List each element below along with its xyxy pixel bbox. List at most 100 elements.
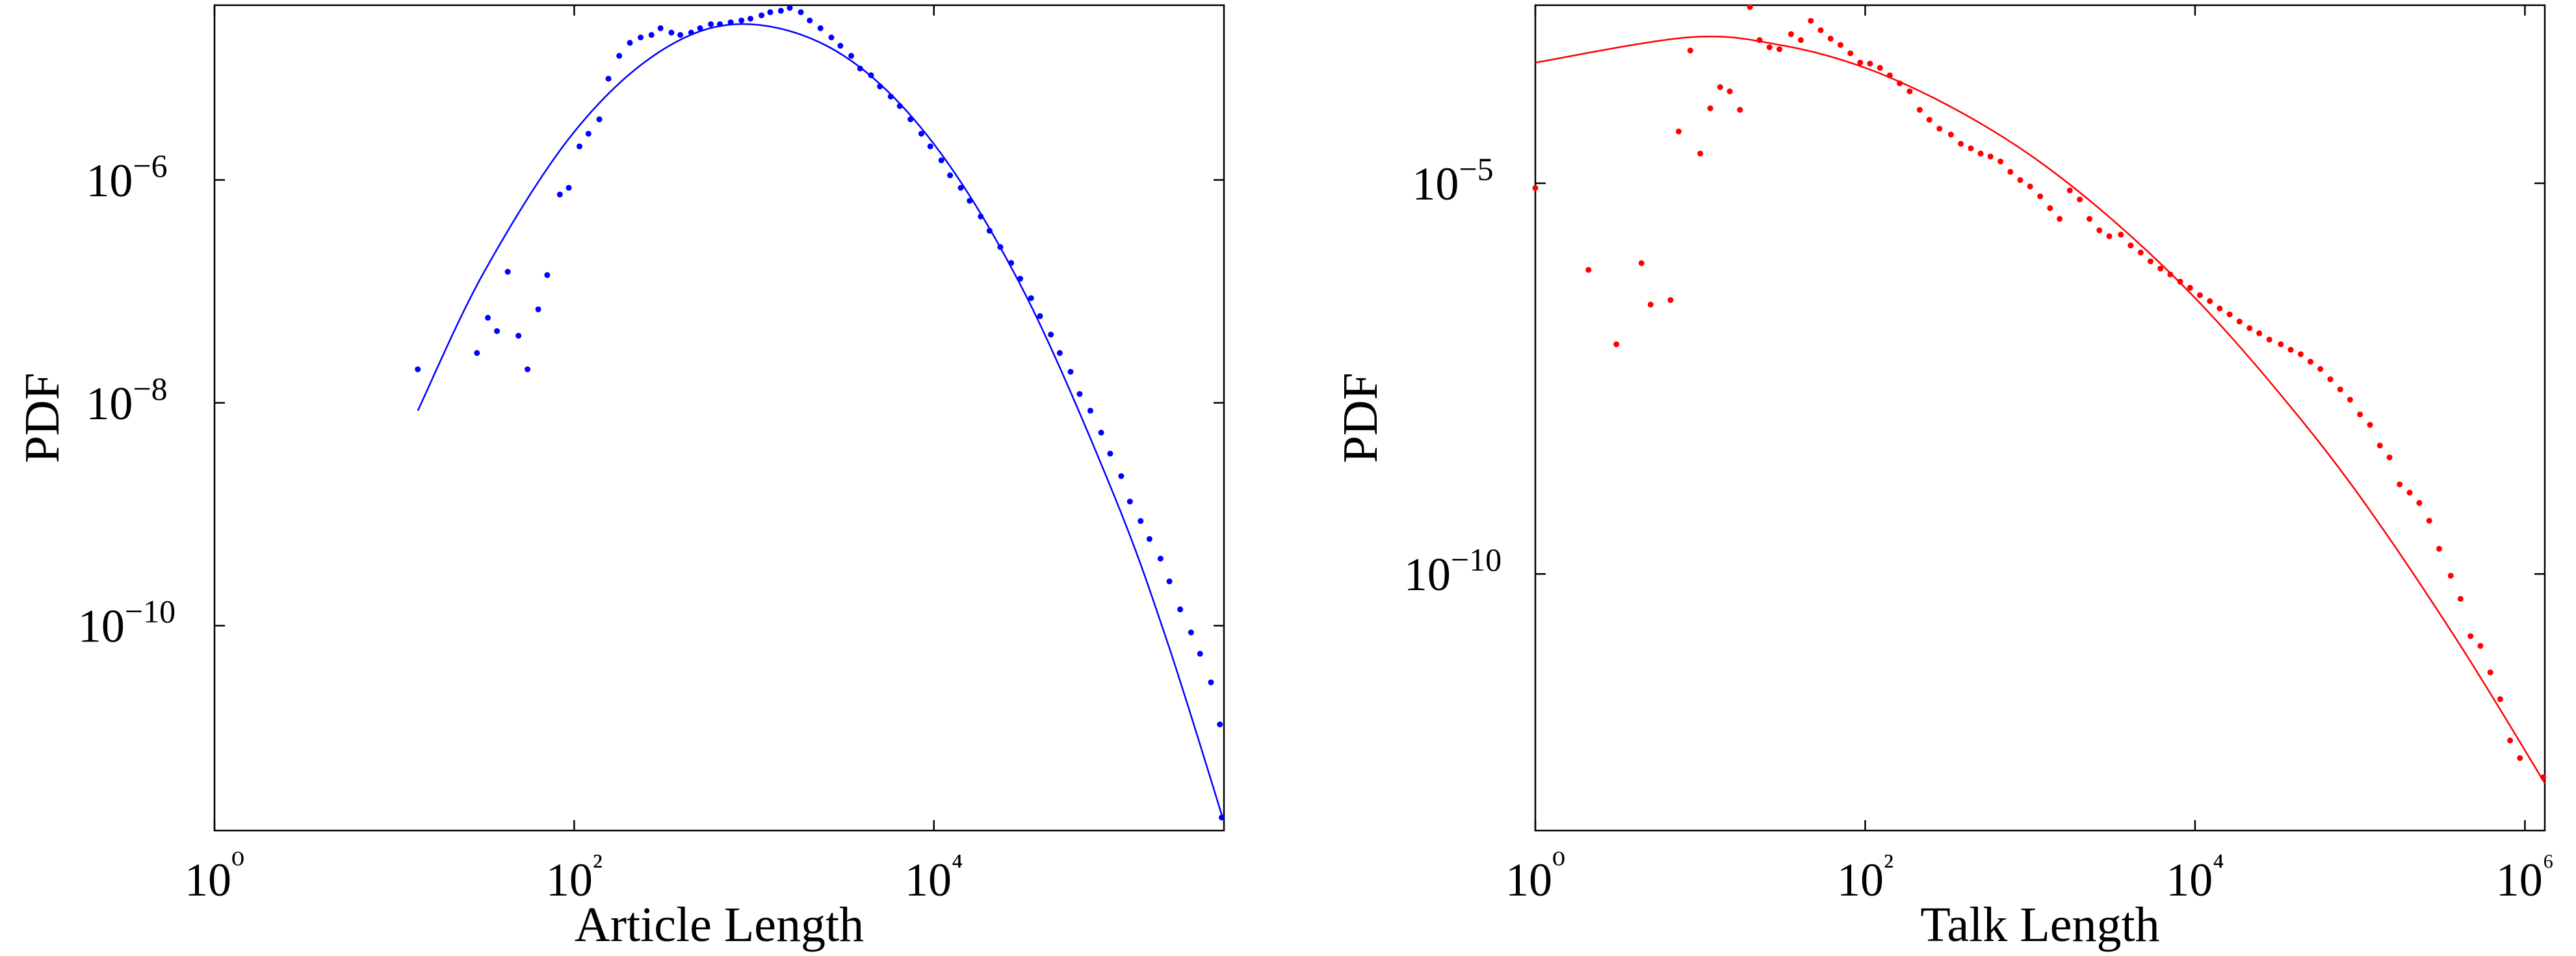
data-point xyxy=(1837,42,1843,48)
plot-area xyxy=(1534,4,2546,832)
data-point xyxy=(2207,298,2213,304)
data-point xyxy=(2157,265,2164,272)
x-tick-label: 10⁴ xyxy=(2166,847,2224,906)
data-point xyxy=(2507,737,2514,743)
data-point xyxy=(504,268,511,275)
y-tick-label: 10−6 xyxy=(86,148,167,207)
data-point xyxy=(585,131,592,137)
data-point xyxy=(627,40,633,46)
data-point xyxy=(1217,721,1223,728)
data-point xyxy=(2118,231,2124,238)
data-point xyxy=(2487,669,2493,676)
data-point xyxy=(738,17,745,23)
data-point xyxy=(777,8,784,14)
data-point xyxy=(1697,150,1704,157)
data-point xyxy=(2066,187,2073,194)
data-point xyxy=(1906,88,1913,95)
data-point xyxy=(2266,336,2272,342)
data-point xyxy=(648,32,655,38)
data-point xyxy=(2517,755,2523,761)
data-point xyxy=(2447,573,2454,579)
x-tick-label: 10⁰ xyxy=(185,847,244,906)
data-point xyxy=(474,350,480,356)
data-point xyxy=(657,25,664,31)
x-tick-label: 10⁶ xyxy=(2496,847,2554,906)
panel: 10⁰ 10² 10⁴ 10−10 10−8 10−6 Article Length PDF xyxy=(15,4,1225,952)
data-point xyxy=(566,185,572,191)
data-point xyxy=(1847,50,1854,57)
data-point xyxy=(759,12,765,19)
data-point xyxy=(1056,350,1063,356)
data-point xyxy=(1157,556,1164,562)
data-point xyxy=(2497,696,2503,703)
data-point xyxy=(807,17,813,23)
y-tick-label: 10−10 xyxy=(78,593,176,652)
data-point xyxy=(1788,31,1794,38)
data-point xyxy=(515,333,522,339)
data-point xyxy=(1717,84,1723,90)
data-point xyxy=(748,16,754,22)
data-point xyxy=(2256,330,2263,337)
data-point xyxy=(1817,27,1824,33)
data-point xyxy=(1638,260,1645,266)
data-point xyxy=(1076,391,1083,397)
data-point xyxy=(1737,107,1743,113)
data-point xyxy=(1048,331,1054,338)
data-point xyxy=(2376,443,2383,449)
data-point xyxy=(2047,205,2053,211)
data-point xyxy=(2087,216,2093,222)
fit-line xyxy=(1535,35,2546,784)
data-point xyxy=(2477,643,2484,649)
panel: 10⁰ 10² 10⁴ 10⁶ 10−10 10−5 Talk Length PDF xyxy=(1333,4,2554,952)
data-point xyxy=(2077,196,2083,203)
data-point xyxy=(2226,311,2233,318)
y-tick-label: 10−10 xyxy=(1404,541,1502,601)
x-tick-label: 10² xyxy=(1837,847,1893,906)
data-point xyxy=(2397,481,2403,487)
data-point xyxy=(1766,44,1773,51)
data-point xyxy=(1997,158,2004,164)
data-point xyxy=(1667,297,1674,304)
data-point xyxy=(2057,216,2063,222)
data-point xyxy=(1208,679,1214,686)
data-point xyxy=(1947,131,1954,138)
data-point xyxy=(1166,578,1173,585)
y-tick-label: 10−8 xyxy=(86,370,167,430)
data-point xyxy=(2367,422,2373,428)
data-point xyxy=(2027,183,2033,190)
y-axis-label: PDF xyxy=(15,372,70,463)
data-point xyxy=(2416,500,2423,506)
data-point xyxy=(2147,258,2153,265)
data-point xyxy=(1126,498,1133,505)
data-point xyxy=(2137,250,2144,256)
data-point xyxy=(798,9,804,16)
data-point xyxy=(2287,346,2294,353)
data-point xyxy=(1613,341,1620,348)
data-point xyxy=(1138,518,1144,524)
data-point xyxy=(1857,59,1864,66)
data-point xyxy=(2106,233,2113,239)
data-point xyxy=(947,172,954,179)
data-point xyxy=(1118,473,1125,480)
data-point xyxy=(2278,341,2284,348)
x-axis-label: Talk Length xyxy=(1920,898,2159,952)
data-point xyxy=(1958,140,1964,147)
data-point xyxy=(837,42,844,49)
data-point xyxy=(2217,305,2223,312)
data-point xyxy=(494,328,501,334)
data-point xyxy=(2177,278,2183,285)
data-point xyxy=(1877,64,1883,71)
data-point xyxy=(1827,35,1834,42)
data-point xyxy=(2037,193,2044,200)
data-point xyxy=(1647,302,1654,308)
data-point xyxy=(596,116,603,123)
data-point xyxy=(1037,313,1043,319)
data-point xyxy=(1107,450,1113,457)
data-point xyxy=(927,143,933,149)
data-point xyxy=(1776,46,1783,53)
data-point xyxy=(1797,37,1804,44)
data-point xyxy=(2187,285,2193,291)
data-point xyxy=(1916,107,1923,113)
data-point xyxy=(2017,177,2023,183)
